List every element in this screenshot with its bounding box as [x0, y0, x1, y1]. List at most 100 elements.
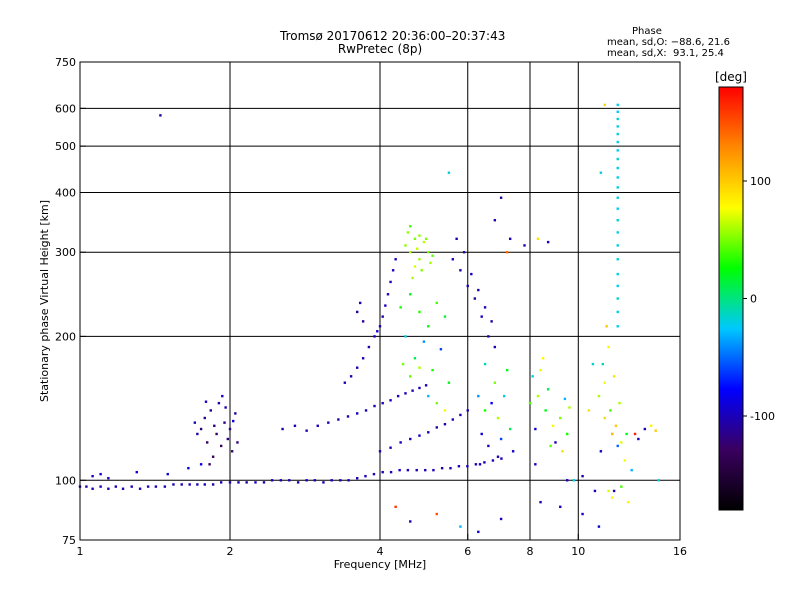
data-point [630, 468, 633, 472]
data-point [616, 196, 619, 199]
data-point [406, 468, 410, 472]
data-point [339, 479, 342, 482]
data-point [554, 441, 557, 444]
data-point [633, 432, 637, 436]
colorbar-label: [deg] [715, 70, 747, 84]
data-point [384, 304, 387, 307]
data-point [418, 386, 421, 390]
data-point [459, 269, 462, 272]
data-point [219, 481, 223, 484]
data-point [213, 424, 216, 428]
data-point [107, 487, 110, 490]
data-point [539, 500, 542, 504]
x-tick-label: 4 [377, 545, 384, 558]
data-point [154, 485, 158, 488]
data-point [422, 240, 426, 244]
data-point [193, 421, 197, 424]
data-point [389, 280, 392, 284]
data-point [411, 276, 414, 280]
data-point [415, 468, 418, 472]
data-point [637, 437, 640, 441]
data-point [206, 441, 209, 444]
data-point [508, 237, 512, 241]
data-point [493, 381, 497, 384]
data-point [539, 368, 542, 372]
data-point [187, 466, 190, 470]
data-point [230, 450, 234, 453]
data-point [581, 512, 584, 516]
data-point [305, 479, 308, 482]
data-point [409, 520, 412, 523]
data-point [643, 427, 647, 431]
data-point [443, 409, 447, 412]
y-tick-label: 75 [62, 534, 76, 547]
data-point [568, 406, 571, 409]
data-point [563, 397, 567, 401]
data-point [511, 450, 515, 453]
data-point [591, 362, 595, 366]
y-tick-label: 300 [55, 246, 76, 259]
data-point [427, 251, 430, 254]
data-point [427, 325, 430, 328]
y-tick-label: 200 [55, 330, 76, 343]
data-point [506, 368, 509, 372]
data-point [435, 401, 438, 405]
data-point [474, 463, 478, 466]
data-point [409, 251, 412, 254]
data-point [623, 459, 627, 462]
data-point [386, 293, 390, 296]
y-tick-label: 750 [55, 56, 76, 69]
data-point [614, 424, 618, 428]
data-point [418, 234, 421, 237]
data-point [114, 485, 118, 488]
data-point [166, 472, 169, 476]
data-point [657, 479, 660, 482]
data-point [398, 468, 401, 472]
data-point [477, 530, 480, 534]
data-point [399, 441, 402, 444]
data-point [616, 166, 619, 170]
data-point [528, 401, 532, 405]
data-point [381, 470, 384, 474]
data-point [411, 389, 414, 392]
data-point [221, 394, 224, 398]
data-point [597, 394, 601, 398]
y-tick-label: 600 [55, 102, 76, 115]
data-point [424, 384, 428, 387]
data-point [546, 388, 550, 391]
data-point [107, 477, 110, 480]
data-point [378, 450, 382, 453]
data-point [439, 348, 443, 351]
colorbar-gradient [718, 86, 744, 511]
data-point [401, 362, 405, 366]
data-point [296, 481, 300, 484]
data-point [356, 310, 359, 314]
data-point [415, 247, 419, 250]
data-point [616, 231, 619, 234]
data-point [496, 416, 500, 420]
data-point [616, 103, 619, 107]
data-point [159, 114, 162, 117]
data-point [544, 409, 547, 412]
data-point [413, 265, 417, 268]
data-point [499, 196, 503, 199]
data-point [427, 431, 430, 434]
data-point [572, 479, 576, 482]
colorbar: [deg] 100 0 -100 [715, 70, 775, 511]
data-point [226, 437, 230, 441]
y-tick-label: 500 [55, 140, 76, 153]
axis-ticks: 1 2 4 6 8 10 16 75 100 200 300 400 500 600 750 [55, 56, 687, 558]
data-point [451, 258, 455, 261]
data-point [270, 479, 274, 482]
data-point [223, 421, 226, 424]
data-point [616, 284, 619, 288]
data-point [99, 472, 102, 476]
data-point [406, 231, 410, 234]
data-point [616, 310, 619, 314]
data-point [565, 479, 569, 482]
data-point [459, 525, 462, 528]
data-point [499, 437, 503, 441]
data-point [361, 357, 365, 360]
